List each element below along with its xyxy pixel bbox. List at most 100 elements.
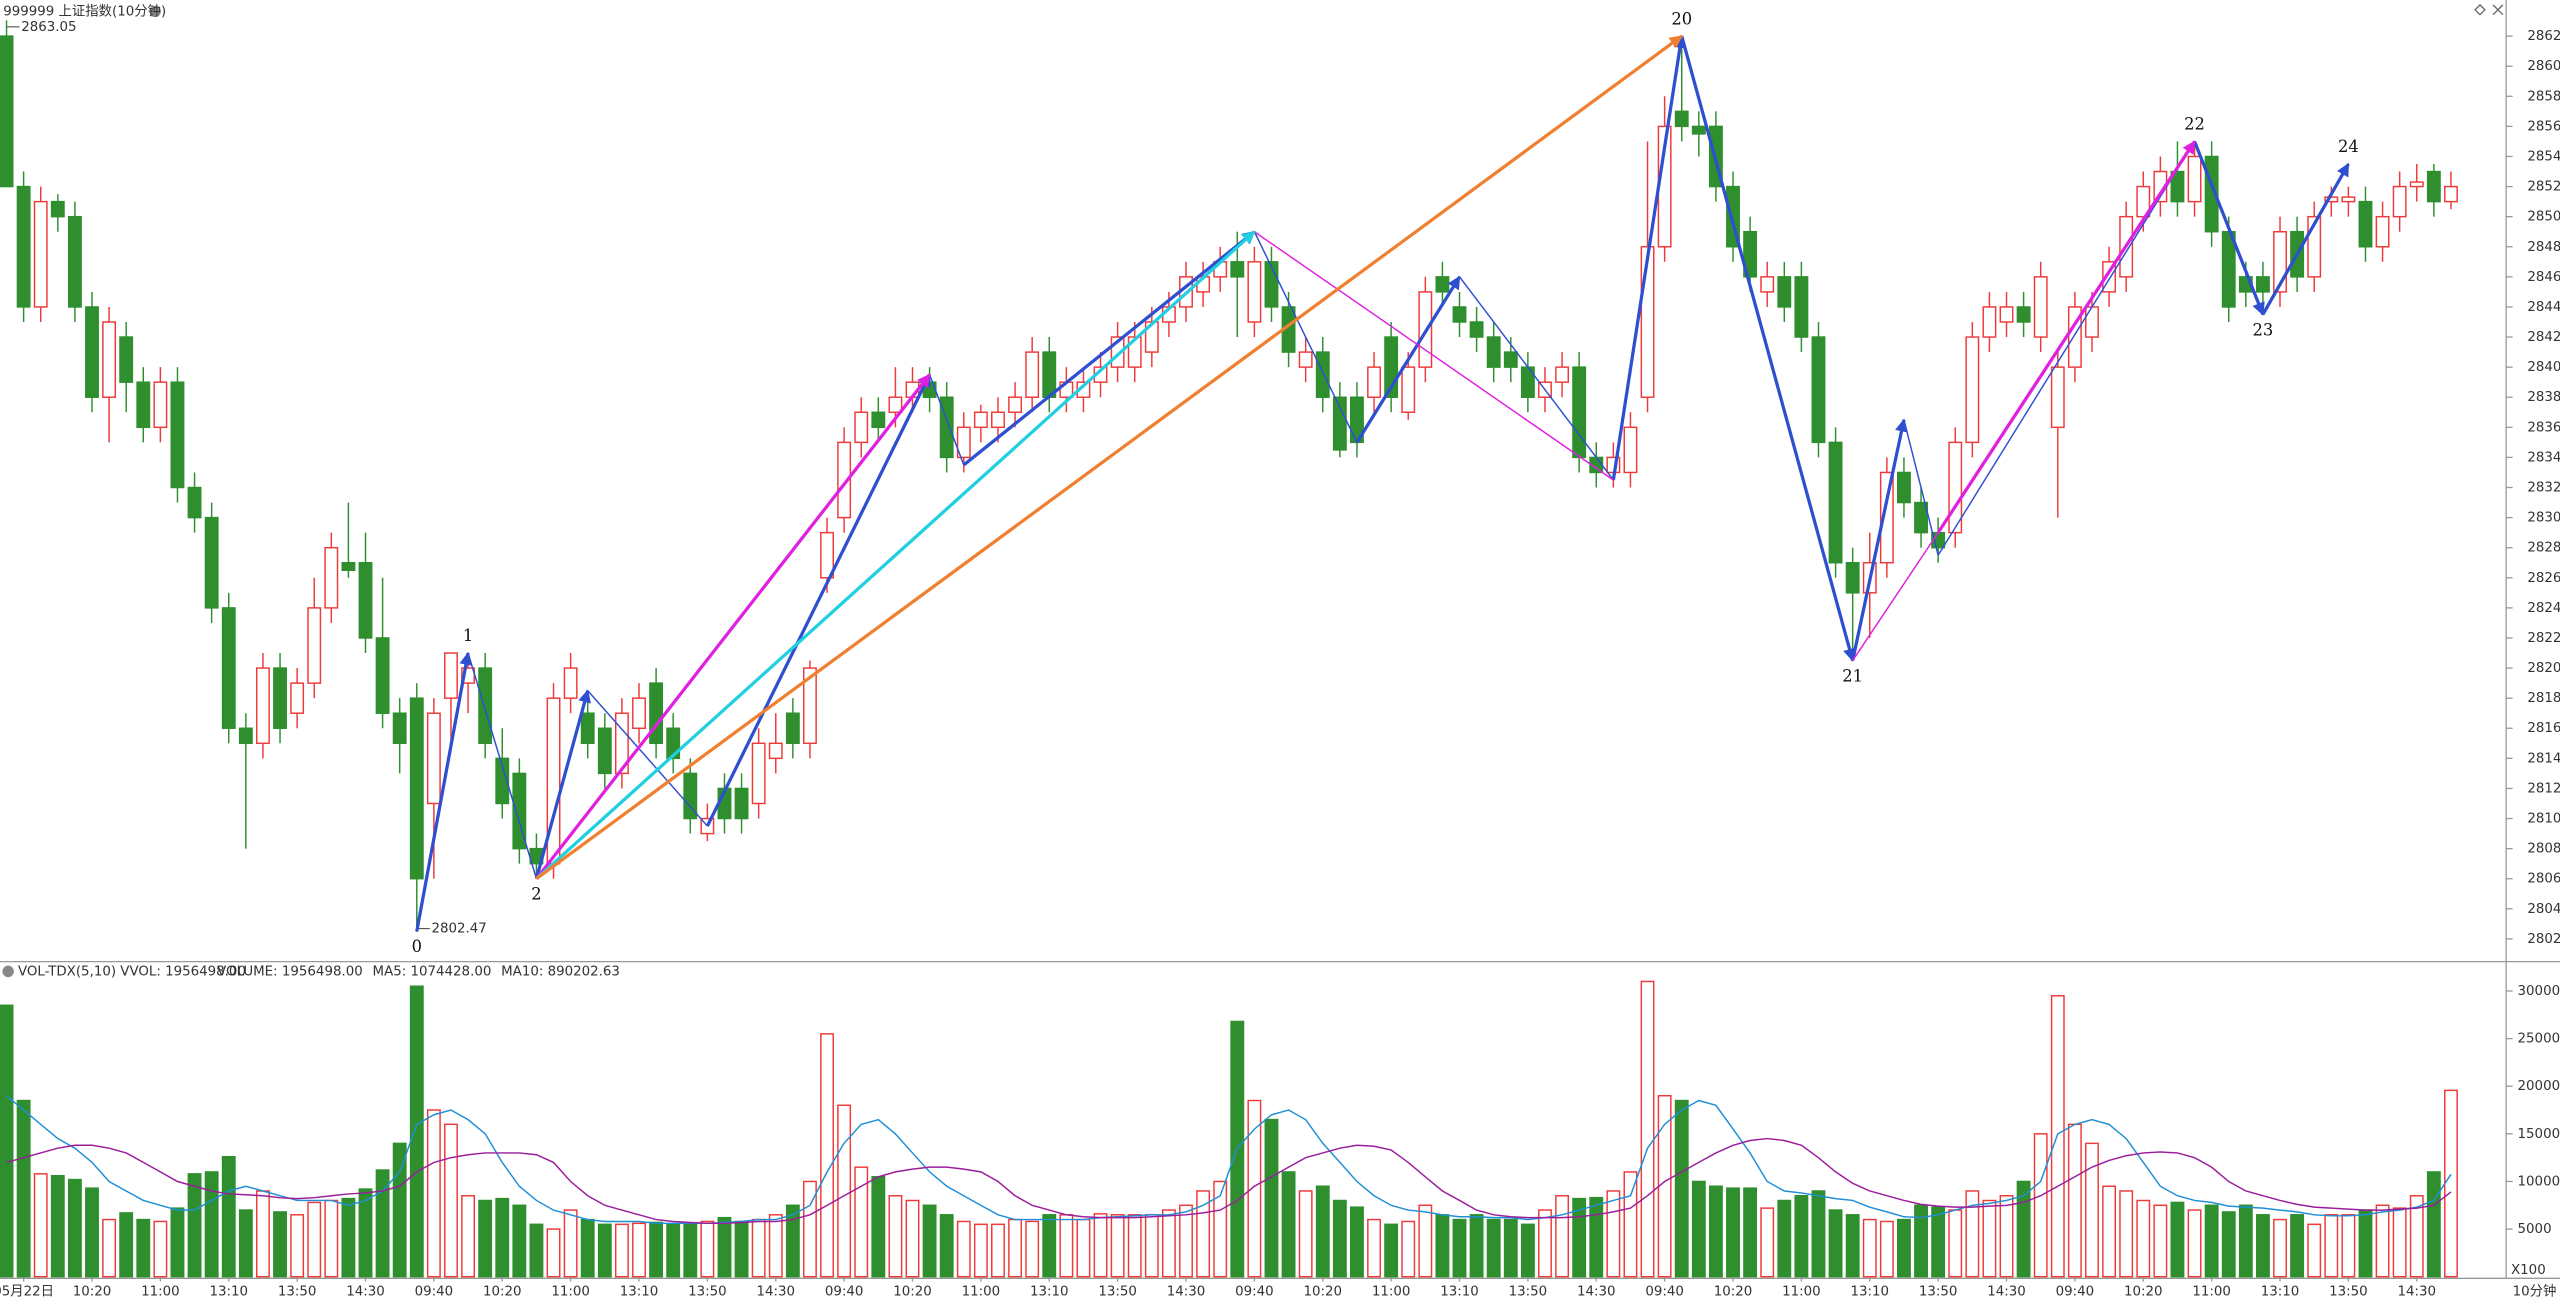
wave-line — [1253, 231, 1614, 481]
volume-bar — [119, 1212, 134, 1278]
x-tick-label: 11:00 — [551, 1284, 590, 1299]
candle-body — [16, 185, 31, 308]
wave-label: 23 — [2253, 320, 2274, 339]
wave-line — [535, 373, 931, 880]
candle-body — [426, 712, 441, 805]
wave-line — [2261, 162, 2350, 316]
candle-body — [119, 336, 134, 383]
volume-bar — [1777, 1199, 1792, 1278]
ma-line — [6, 1137, 2452, 1225]
candle-body — [956, 426, 971, 459]
low-label: 2802.47 — [431, 922, 486, 937]
candle-body — [1315, 351, 1330, 398]
candle-body — [563, 667, 578, 699]
volume-bar — [1093, 1213, 1108, 1278]
x-tick-label: 10:20 — [73, 1284, 112, 1299]
y-tick-label: 2832 — [2527, 481, 2560, 496]
window-icon[interactable] — [2474, 3, 2486, 16]
y-tick-label: 2834 — [2527, 450, 2560, 465]
x-tick-label: 13:10 — [209, 1284, 248, 1299]
volume-bar — [1572, 1197, 1587, 1278]
y-tick-label: 2802 — [2527, 932, 2560, 947]
volume-bar — [939, 1214, 954, 1278]
volume-bar — [1811, 1190, 1826, 1278]
volume-bar — [2238, 1204, 2253, 1278]
y-tick-label: 2804 — [2527, 902, 2560, 917]
volume-bar — [324, 1199, 339, 1278]
volume-bar — [820, 1033, 834, 1278]
wave-line — [587, 690, 708, 827]
volume-bar — [2392, 1207, 2407, 1278]
volume-bar — [1161, 1209, 1176, 1278]
candle-body — [307, 607, 322, 684]
volume-bar — [905, 1199, 920, 1278]
legend-entry: MA10: 890202.63 — [501, 964, 620, 979]
candle-body — [991, 411, 1005, 429]
y-tick-label: 20000 — [2518, 1079, 2560, 1094]
candle-body — [2085, 306, 2099, 338]
volume-bar — [1794, 1195, 1809, 1278]
y-tick-label: 2840 — [2527, 360, 2560, 375]
unit-label: X100 — [2511, 1263, 2546, 1278]
candle-body — [2187, 155, 2202, 203]
volume-bar — [2170, 1201, 2185, 1278]
close-icon[interactable] — [2, 965, 14, 978]
wave-label: 21 — [1842, 666, 1863, 685]
y-tick-label: 2826 — [2527, 571, 2560, 586]
volume-bar — [1418, 1204, 1433, 1278]
volume-bar — [1589, 1196, 1604, 1278]
close-icon[interactable] — [149, 5, 161, 18]
volume-bar — [956, 1220, 971, 1278]
x-tick-label: 13:50 — [2329, 1284, 2368, 1299]
volume-bar — [1503, 1218, 1518, 1278]
legend-entry: VOLUME: 1956498.00 — [217, 964, 363, 979]
candle-body — [1332, 396, 1347, 451]
x-tick-label: 14:30 — [2397, 1284, 2436, 1299]
y-tick-label: 2860 — [2527, 59, 2560, 74]
candle-body — [1555, 366, 1570, 383]
candle-body — [546, 697, 561, 865]
volume-bar — [734, 1220, 749, 1278]
x-tick-label: 10:20 — [1303, 1284, 1342, 1299]
volume-bar — [2255, 1214, 2270, 1278]
y-tick-label: 2828 — [2527, 541, 2560, 556]
volume-bar — [204, 1171, 219, 1278]
x-tick-label: 13:50 — [1098, 1284, 1137, 1299]
x-tick-label: 10:20 — [893, 1284, 932, 1299]
volume-bar — [2221, 1211, 2236, 1278]
candle-body — [1572, 366, 1587, 459]
volume-bar — [444, 1123, 458, 1278]
volume-bar — [2050, 995, 2065, 1278]
volume-bar — [2016, 1180, 2031, 1278]
candle-body — [2016, 306, 2031, 323]
candle-body — [1230, 261, 1245, 278]
volume-bar — [2307, 1223, 2322, 1278]
candle-body — [1127, 336, 1142, 368]
volume-bar — [614, 1223, 629, 1278]
volume-bar — [478, 1199, 493, 1278]
volume-bar — [871, 1175, 886, 1278]
volume-bar — [1982, 1199, 1997, 1278]
candle-body — [768, 742, 783, 760]
candle-body — [2426, 170, 2441, 203]
x-tick-label: 13:50 — [1919, 1284, 1958, 1299]
volume-bar — [375, 1169, 390, 1278]
candle-body — [734, 787, 749, 820]
candle-body — [1298, 351, 1313, 368]
chart-title: 999999 上证指数(10分钟) — [3, 2, 166, 19]
wave-line — [1680, 35, 1856, 662]
volume-bar — [1127, 1214, 1142, 1278]
wave-label: 22 — [2184, 115, 2205, 134]
volume-bar — [1486, 1218, 1501, 1278]
candle-body — [1879, 471, 1894, 564]
candle-body — [1777, 276, 1792, 308]
x-tick-label: 14:30 — [346, 1284, 385, 1299]
volume-bar — [1144, 1214, 1159, 1278]
window-icon[interactable] — [2492, 4, 2504, 16]
volume-bar — [1760, 1207, 1775, 1278]
candle-body — [341, 562, 356, 571]
volume-bar — [1315, 1185, 1330, 1278]
candle-body — [785, 712, 800, 745]
candle-body — [1452, 306, 1467, 323]
legend-entry: MA5: 1074428.00 — [373, 964, 492, 979]
